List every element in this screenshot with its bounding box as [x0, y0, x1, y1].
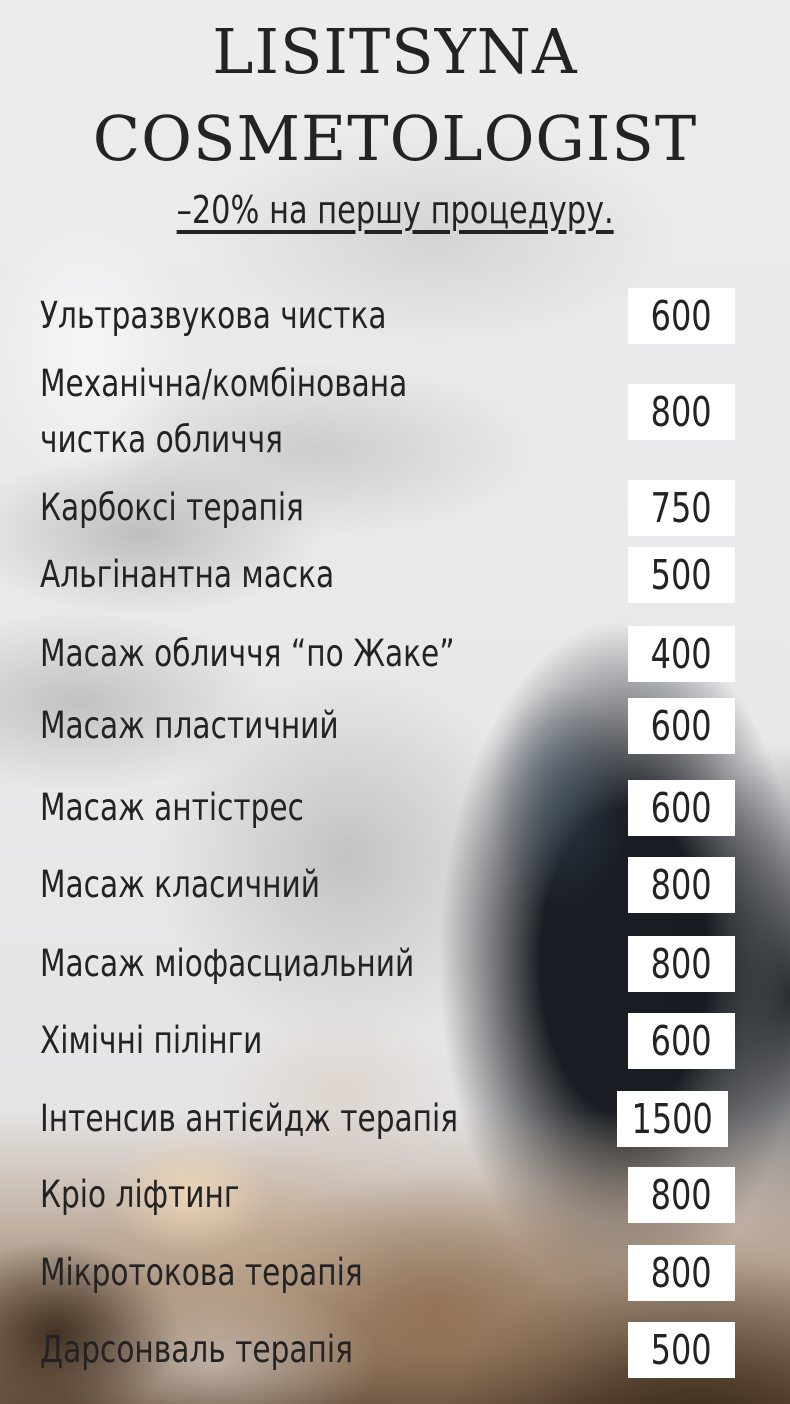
price-box: 800 [628, 1245, 735, 1301]
service-name: Механічна/комбінована чистка обличчя [40, 362, 408, 461]
price-value: 600 [650, 784, 713, 832]
service-name: Інтенсив антієйдж терапія [40, 1097, 458, 1140]
service-row: Механічна/комбінована чистка обличчя 800 [0, 362, 790, 461]
service-name: Хімічні пілінги [40, 1019, 263, 1062]
service-row: Масаж обличчя “по Жаке” 400 [0, 626, 790, 682]
service-row: Ультразвукова чистка 600 [0, 288, 790, 344]
service-row: Альгінантна маска 500 [0, 547, 790, 603]
price-box: 500 [628, 1322, 735, 1378]
service-row: Масаж пластичний 600 [0, 698, 790, 754]
service-name: Масаж міофасциальний [40, 942, 415, 985]
price-box: 800 [628, 384, 735, 440]
price-box: 750 [628, 480, 735, 536]
service-name: Альгінантна маска [40, 553, 335, 596]
service-name: Масаж обличчя “по Жаке” [40, 632, 455, 675]
service-row: Інтенсив антієйдж терапія 1500 [0, 1091, 790, 1147]
price-box: 500 [628, 547, 735, 603]
price-box: 600 [628, 288, 735, 344]
price-value: 600 [650, 702, 713, 750]
price-value: 800 [650, 1249, 713, 1297]
price-value: 600 [650, 292, 713, 340]
price-box: 800 [628, 857, 735, 913]
price-value: 750 [650, 484, 713, 532]
page-title: LISITSYNA COSMETOLOGIST [0, 8, 790, 182]
price-value: 800 [650, 940, 713, 988]
price-box: 800 [628, 1167, 735, 1223]
price-box: 600 [628, 780, 735, 836]
service-row: Кріо ліфтинг 800 [0, 1167, 790, 1223]
promo-banner: –20% на першу процедуру. [0, 189, 790, 231]
title-line2: COSMETOLOGIST [92, 102, 698, 175]
service-row: Карбоксі терапія 750 [0, 480, 790, 536]
title-line1: LISITSYNA [212, 15, 578, 88]
price-value: 600 [650, 1017, 713, 1065]
promo-text: –20% на першу процедуру. [176, 188, 614, 232]
service-row: Хімічні пілінги 600 [0, 1013, 790, 1069]
service-name: Дарсонваль терапія [40, 1328, 353, 1371]
service-row: Мікротокова терапія 800 [0, 1245, 790, 1301]
price-value: 500 [650, 551, 713, 599]
service-row: Масаж антістрес 600 [0, 780, 790, 836]
price-box: 600 [628, 698, 735, 754]
price-value: 1500 [631, 1095, 714, 1143]
price-value: 800 [650, 388, 713, 436]
service-name: Мікротокова терапія [40, 1251, 363, 1294]
service-row: Масаж класичний 800 [0, 857, 790, 913]
price-value: 800 [650, 1171, 713, 1219]
service-name: Масаж антістрес [40, 786, 304, 829]
service-row: Дарсонваль терапія 500 [0, 1322, 790, 1378]
service-name: Кріо ліфтинг [40, 1173, 240, 1216]
price-box: 400 [628, 626, 735, 682]
price-box: 800 [628, 936, 735, 992]
service-row: Масаж міофасциальний 800 [0, 936, 790, 992]
price-value: 500 [650, 1326, 713, 1374]
header: LISITSYNA COSMETOLOGIST [0, 8, 790, 182]
price-value: 800 [650, 861, 713, 909]
price-box: 1500 [617, 1091, 728, 1147]
service-name: Карбоксі терапія [40, 486, 304, 529]
service-name: Масаж пластичний [40, 704, 339, 747]
price-box: 600 [628, 1013, 735, 1069]
service-name: Масаж класичний [40, 863, 320, 906]
price-value: 400 [650, 630, 713, 678]
service-name: Ультразвукова чистка [40, 294, 387, 337]
